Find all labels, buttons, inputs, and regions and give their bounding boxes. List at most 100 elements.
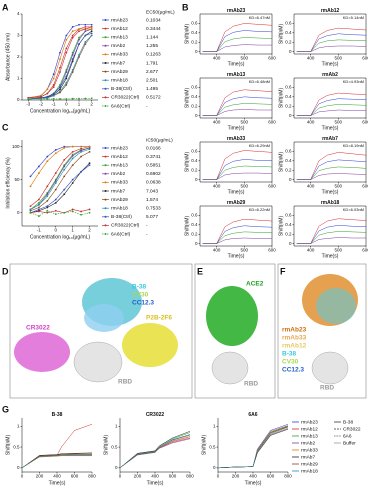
x-tick-label: 600 <box>362 120 368 125</box>
data-point <box>46 195 49 198</box>
legend-value: 2.677 <box>146 69 158 75</box>
panel-label: D <box>2 266 9 276</box>
data-point <box>63 145 66 148</box>
data-point <box>88 151 91 153</box>
y-tick-label: 0.2 <box>191 231 198 236</box>
y-tick-label: 1 <box>213 423 216 428</box>
panel-label: C <box>2 122 9 132</box>
x-tick-label: 600 <box>169 474 177 479</box>
x-tick-label: 2 <box>88 228 91 233</box>
data-point <box>37 198 40 201</box>
panel-label: A <box>2 2 9 12</box>
x-axis-label: Time(s) <box>228 61 245 67</box>
data-point <box>90 28 93 30</box>
y-tick-label: 0.6 <box>191 213 198 218</box>
plot-title: rmAb18 <box>321 200 340 206</box>
data-point <box>71 151 74 153</box>
data-point <box>84 30 87 33</box>
y-tick-label: 0 <box>289 177 292 182</box>
legend-label: rmAb23 <box>301 419 318 425</box>
x-tick-label: 400 <box>213 56 221 61</box>
data-point <box>63 188 66 191</box>
data-point <box>37 203 40 206</box>
legend-marker <box>104 198 107 201</box>
data-point <box>52 94 55 97</box>
legend-value: - <box>146 224 148 229</box>
x-tick-label: 0 <box>217 474 220 479</box>
x-axis-label: Time(s) <box>228 253 245 259</box>
series-line <box>30 148 90 210</box>
data-point <box>46 211 49 214</box>
series-line <box>30 151 90 212</box>
x-tick-label: 400 <box>53 474 61 479</box>
series-line <box>30 147 90 210</box>
antibody-structure <box>122 323 178 367</box>
data-point <box>29 175 32 178</box>
plot-title: rmAb7 <box>322 136 338 142</box>
x-tick-label: 200 <box>232 474 240 479</box>
annotation: KD=6.47nM <box>249 15 270 20</box>
y-tick-label: 0.2 <box>285 231 292 236</box>
y-tick-label: 2 <box>17 54 20 59</box>
y-axis-label: Shift(nM) <box>184 24 190 45</box>
data-point <box>71 210 74 213</box>
x-tick-label: 500 <box>241 248 249 253</box>
y-tick-label: 0 <box>195 241 198 246</box>
x-tick-label: 500 <box>241 56 249 61</box>
y-tick-label: 0 <box>289 241 292 246</box>
series-line <box>28 97 92 100</box>
y-tick-label: 0.6 <box>285 85 292 90</box>
x-tick-label: 600 <box>362 248 368 253</box>
series-line <box>28 33 92 100</box>
data-point <box>80 170 83 173</box>
y-tick-label: 0 <box>17 210 20 215</box>
data-point <box>59 51 61 54</box>
data-point <box>90 30 93 33</box>
series-line <box>202 172 273 180</box>
legend-label: rmAb7 <box>111 188 125 194</box>
x-tick-label: 500 <box>335 184 343 189</box>
data-point <box>52 73 55 76</box>
x-tick-label: 500 <box>335 120 343 125</box>
y-tick-label: 0.6 <box>285 213 292 218</box>
data-point <box>54 213 57 215</box>
data-point <box>63 211 66 214</box>
legend-label: B-38(Ctrl) <box>111 214 132 220</box>
legend-label: rmAb12 <box>111 154 128 160</box>
data-point <box>90 97 93 100</box>
data-point <box>59 86 61 88</box>
series-line <box>30 164 90 214</box>
data-point <box>46 160 49 163</box>
plot-title: rmAb29 <box>227 200 246 206</box>
x-axis-label: Time(s) <box>322 61 339 67</box>
data-point <box>80 210 83 213</box>
structure-label: rmAb33 <box>282 335 307 342</box>
legend-value: 0.5851 <box>146 162 161 168</box>
legend-label: rmAb13 <box>111 34 128 40</box>
y-axis-label: Shift(nM) <box>201 435 207 456</box>
data-point <box>90 32 93 35</box>
data-point <box>59 88 61 91</box>
ace2-structure <box>206 286 258 346</box>
data-point <box>88 164 91 167</box>
structure-label: RBD <box>118 379 132 386</box>
x-tick-label: 400 <box>307 184 315 189</box>
y-tick-label: 0.5 <box>209 444 216 449</box>
series-line <box>28 26 92 99</box>
x-tick-label: 0 <box>119 474 122 479</box>
y-tick-label: 0 <box>195 177 198 182</box>
antibody-structure <box>84 304 124 332</box>
structure-label: B-38 <box>132 284 146 291</box>
y-tick-label: 0.4 <box>285 94 292 99</box>
y-tick-label: 0.5 <box>111 444 118 449</box>
y-axis-label: Shift(nM) <box>278 24 284 45</box>
data-point <box>37 215 40 217</box>
legend-value: 0.0166 <box>146 145 161 151</box>
legend-value: 1.791 <box>146 60 158 66</box>
data-point <box>46 98 49 100</box>
x-tick-label: 400 <box>151 474 159 479</box>
y-tick-label: 0.2 <box>191 103 198 108</box>
legend-label: rmAb2 <box>111 43 125 49</box>
y-tick-label: 100 <box>12 144 20 149</box>
